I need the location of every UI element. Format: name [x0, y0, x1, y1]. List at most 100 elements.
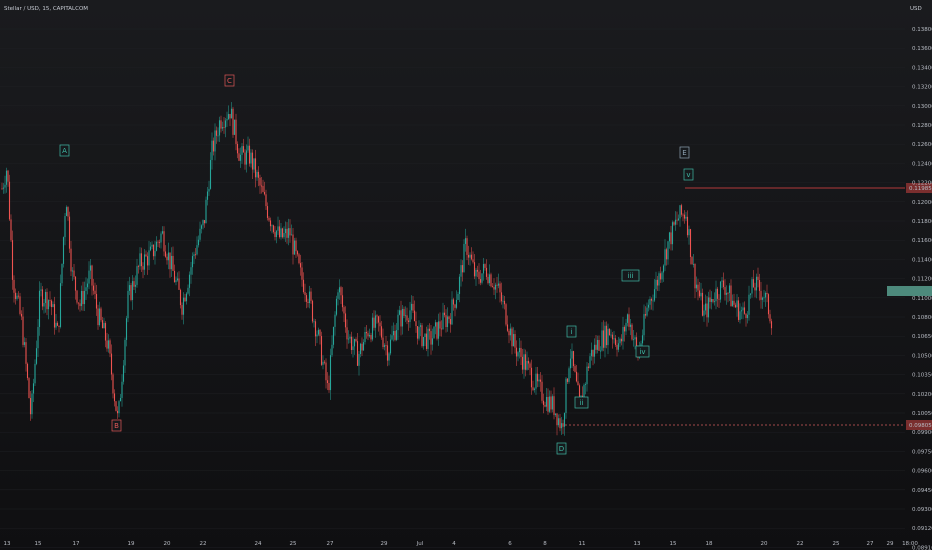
candle-body: [403, 308, 405, 316]
candle-body: [530, 367, 533, 388]
candle-body: [163, 231, 165, 252]
candle-body: [188, 274, 191, 288]
candle-body: [32, 383, 35, 394]
candle-body: [169, 252, 171, 270]
candle-body: [197, 239, 200, 246]
candle-body: [305, 295, 308, 302]
candle-body: [650, 298, 653, 301]
wave-label-text: A: [62, 147, 67, 155]
candle-body: [82, 290, 84, 305]
candle-body: [698, 290, 701, 297]
candle-body: [629, 324, 632, 327]
candle-body: [482, 264, 485, 274]
candle-body: [29, 397, 32, 415]
x-tick-label: 8: [543, 541, 547, 547]
candle-body: [436, 322, 438, 339]
candle-body: [529, 363, 531, 368]
candle-body: [518, 347, 521, 353]
candle-body: [509, 328, 512, 336]
candle-body: [643, 314, 645, 336]
candle-body: [517, 352, 519, 357]
candle-body: [86, 283, 89, 288]
candle-body: [379, 322, 381, 327]
candle-body: [211, 140, 213, 161]
candle-body: [356, 341, 359, 366]
candle-body: [448, 316, 450, 320]
candle-body: [253, 158, 255, 170]
candle-body: [445, 315, 447, 328]
candle-body: [506, 324, 509, 331]
candle-body: [7, 170, 9, 182]
candle-body: [368, 335, 371, 337]
candle-body: [58, 325, 60, 327]
candle-body: [70, 248, 72, 272]
candle-body: [751, 279, 753, 294]
candle-body: [382, 337, 384, 347]
candle-body: [763, 297, 765, 299]
candle-body: [221, 127, 224, 129]
candle-body: [200, 225, 203, 229]
candle-body: [659, 273, 662, 280]
candle-body: [115, 401, 117, 411]
wave-label-iii: iii: [621, 269, 640, 282]
candle-body: [214, 130, 216, 152]
candle-body: [371, 317, 374, 340]
candle-body: [665, 249, 668, 260]
candle-body: [173, 270, 176, 283]
candle-body: [587, 366, 590, 368]
candle-body: [563, 412, 566, 427]
candle-body: [64, 216, 66, 238]
candle-body: [362, 342, 365, 351]
candle-body: [484, 264, 486, 268]
x-axis: 13 15 17 19 20 22 24 25 27 29 Jul 4 6 8 11 13 15 18 20 22 25…: [4, 541, 919, 547]
candle-body: [68, 216, 71, 249]
wave-label-text: ii: [580, 399, 584, 407]
x-tick-label: 15: [35, 541, 42, 547]
candle-body: [433, 326, 435, 339]
candle-body: [77, 302, 80, 304]
candle-body: [496, 284, 498, 286]
candle-body: [649, 298, 651, 305]
candle-body: [542, 400, 545, 405]
candle-body: [394, 331, 396, 340]
candle-body: [737, 300, 740, 320]
wave-label-i: i: [566, 325, 577, 338]
candle-body: [683, 214, 686, 219]
candle-body: [523, 354, 525, 370]
candle-body: [761, 297, 764, 300]
candle-body: [721, 280, 723, 282]
candle-body: [604, 325, 606, 348]
candle-body: [97, 308, 99, 326]
candle-body: [92, 285, 95, 291]
candle-body: [748, 294, 750, 315]
candle-body: [329, 355, 332, 391]
candle-body: [559, 418, 561, 429]
candle-body: [359, 343, 362, 355]
candle-body: [94, 290, 96, 294]
candle-body: [20, 313, 23, 317]
candle-body: [736, 300, 738, 308]
candle-body: [307, 301, 309, 304]
x-tick-label: 27: [867, 541, 874, 547]
candle-body: [323, 361, 326, 363]
candle-body: [175, 280, 177, 283]
candle-body: [386, 345, 389, 361]
candle-body: [98, 308, 101, 326]
candle-body: [139, 253, 141, 267]
candle-body: [284, 228, 287, 234]
candle-body: [755, 276, 758, 291]
candle-body: [295, 240, 297, 252]
wave-label-E: E: [679, 146, 690, 159]
candle-body: [461, 265, 464, 273]
candle-body: [512, 334, 515, 347]
candle-body: [55, 322, 57, 328]
candle-body: [532, 387, 534, 390]
candle-body: [446, 316, 449, 328]
candle-body: [311, 300, 314, 322]
